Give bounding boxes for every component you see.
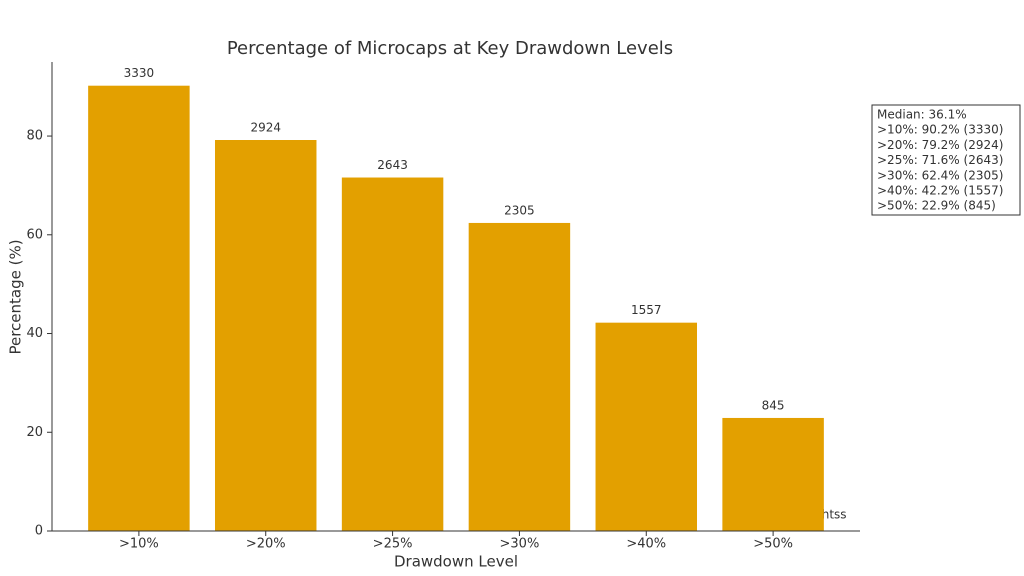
x-tick-label: >10% — [119, 537, 159, 552]
x-tick-label: >20% — [246, 537, 286, 552]
annotation-line: >20%: 79.2% (2924) — [877, 138, 1003, 152]
count-label: 3330 — [124, 66, 155, 80]
count-label: 845 — [762, 398, 785, 412]
bar — [595, 322, 698, 531]
y-axis-label: Percentage (%) — [7, 239, 25, 354]
x-tick-label: >25% — [373, 537, 413, 552]
bar — [722, 417, 824, 531]
y-tick-label: 40 — [26, 326, 43, 341]
count-label: 2305 — [504, 203, 535, 217]
annotation-line: >40%: 42.2% (1557) — [877, 184, 1003, 198]
bar — [468, 222, 571, 532]
x-axis-label: Drawdown Level — [394, 553, 518, 571]
chart-title: Percentage of Microcaps at Key Drawdown … — [227, 38, 673, 59]
y-tick-label: 60 — [26, 227, 43, 242]
x-tick-label: >50% — [753, 537, 793, 552]
bar — [214, 140, 317, 531]
x-tick-label: >30% — [500, 537, 540, 552]
annotation-box — [871, 104, 1021, 216]
count-label: 2643 — [377, 158, 408, 172]
bar — [341, 177, 444, 532]
bar — [88, 85, 190, 531]
count-label: 1557 — [631, 303, 662, 317]
annotation-line: >10%: 90.2% (3330) — [877, 123, 1003, 137]
annotation-line: >30%: 62.4% (2305) — [877, 168, 1003, 182]
y-tick-label: 0 — [35, 524, 43, 539]
annotation-line: >25%: 71.6% (2643) — [877, 153, 1003, 167]
annotation-line: Median: 36.1% — [877, 108, 967, 122]
x-tick-label: >40% — [626, 537, 666, 552]
count-label: 2924 — [250, 121, 281, 135]
annotation-line: >50%: 22.9% (845) — [877, 199, 996, 213]
y-tick-label: 80 — [26, 129, 43, 144]
y-tick-label: 20 — [26, 425, 43, 440]
